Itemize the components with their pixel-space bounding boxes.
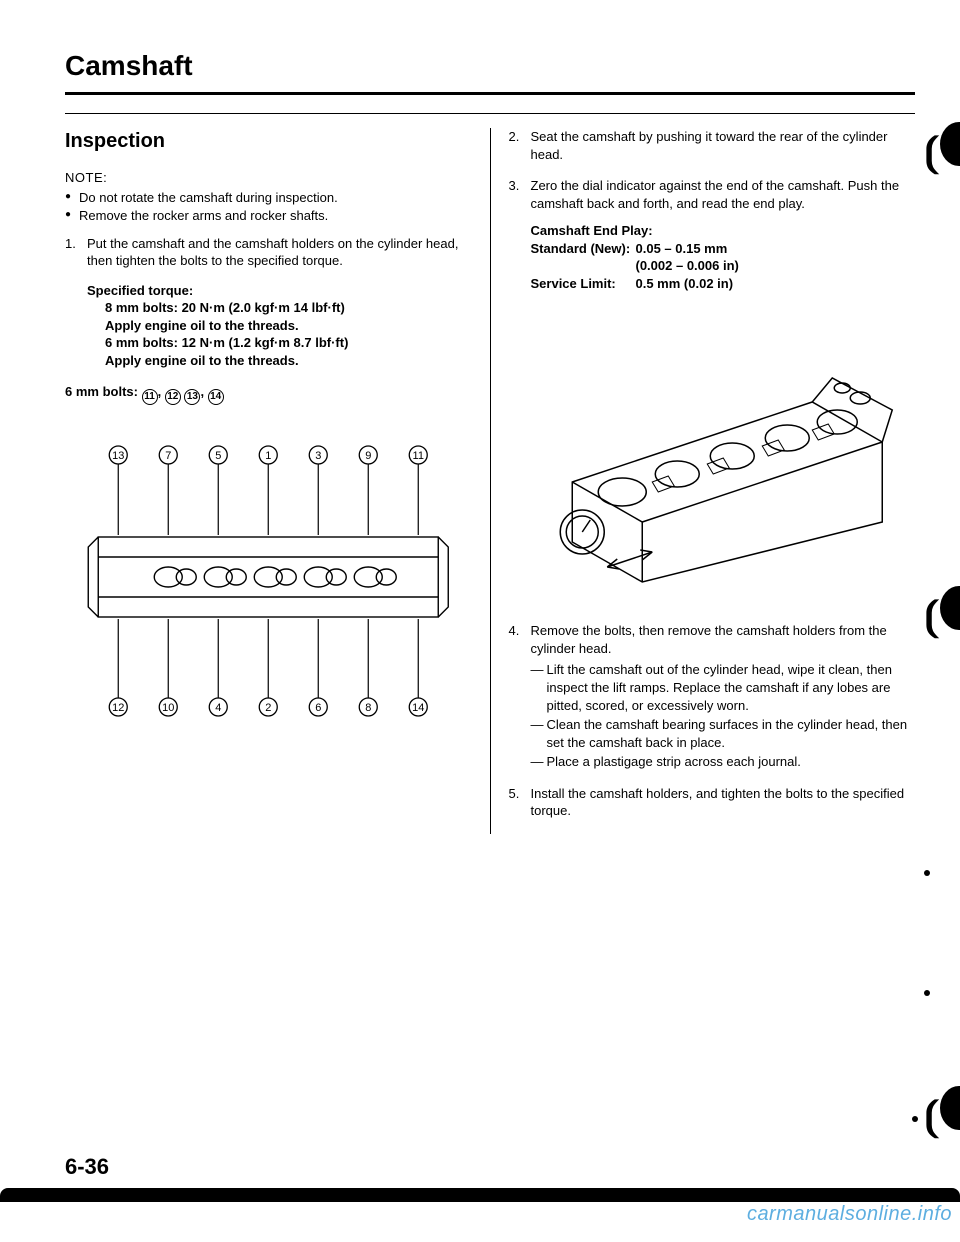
- step-text: Zero the dial indicator against the end …: [531, 178, 900, 211]
- section-heading: Inspection: [65, 128, 472, 155]
- play-standard-in: (0.002 – 0.006 in): [531, 257, 916, 275]
- rule-top: [65, 92, 915, 95]
- step-number: 1.: [65, 235, 76, 253]
- step-text: Remove the bolts, then remove the camsha…: [531, 623, 887, 656]
- edge-paren-icon: ⟮: [923, 128, 939, 175]
- step-text: Install the camshaft holders, and tighte…: [531, 786, 905, 819]
- bottom-edge-bar: [0, 1188, 960, 1202]
- end-play-spec: Camshaft End Play: Standard (New):0.05 –…: [531, 222, 916, 292]
- step-number: 2.: [509, 128, 520, 146]
- torque-line: Apply engine oil to the threads.: [87, 352, 472, 370]
- steps-left: 1. Put the camshaft and the camshaft hol…: [65, 235, 472, 370]
- play-standard: Standard (New):0.05 – 0.15 mm: [531, 240, 916, 258]
- svg-text:11: 11: [413, 450, 424, 462]
- torque-spec: Specified torque: 8 mm bolts: 20 N·m (2.…: [87, 282, 472, 370]
- step-5: 5. Install the camshaft holders, and tig…: [509, 785, 916, 820]
- svg-text:13: 13: [112, 450, 124, 462]
- play-head: Camshaft End Play:: [531, 222, 916, 240]
- steps-right: 2. Seat the camshaft by pushing it towar…: [509, 128, 916, 292]
- svg-text:7: 7: [165, 450, 171, 462]
- play-limit: Service Limit:0.5 mm (0.02 in): [531, 275, 916, 293]
- two-column-layout: Inspection NOTE: Do not rotate the camsh…: [65, 128, 915, 834]
- edge-dot-icon: [924, 870, 930, 876]
- step-number: 3.: [509, 177, 520, 195]
- steps-right-2: 4. Remove the bolts, then remove the cam…: [509, 622, 916, 819]
- note-item: Remove the rocker arms and rocker shafts…: [65, 207, 472, 225]
- svg-text:2: 2: [265, 702, 271, 714]
- page-title: Camshaft: [65, 50, 915, 82]
- step-4: 4. Remove the bolts, then remove the cam…: [509, 622, 916, 770]
- rule-sub: [65, 113, 915, 114]
- step-3: 3. Zero the dial indicator against the e…: [509, 177, 916, 292]
- svg-text:12: 12: [112, 702, 124, 714]
- edge-tab-icon: [940, 1086, 960, 1130]
- cylinder-head-diagram: 137513911 1: [65, 427, 472, 727]
- left-column: Inspection NOTE: Do not rotate the camsh…: [65, 128, 491, 834]
- step-1: 1. Put the camshaft and the camshaft hol…: [65, 235, 472, 370]
- page-number: 6-36: [65, 1154, 109, 1180]
- svg-text:8: 8: [365, 702, 371, 714]
- bolt-id-circle: 12: [165, 389, 181, 405]
- bolt-id-circle: 13: [184, 389, 200, 405]
- torque-line: 6 mm bolts: 12 N·m (1.2 kgf·m 8.7 lbf·ft…: [87, 334, 472, 352]
- svg-text:6: 6: [315, 702, 321, 714]
- note-list: Do not rotate the camshaft during inspec…: [65, 189, 472, 225]
- torque-line: 8 mm bolts: 20 N·m (2.0 kgf·m 14 lbf·ft): [87, 299, 472, 317]
- sub-item: Place a plastigage strip across each jou…: [531, 753, 916, 771]
- step4-sublist: Lift the camshaft out of the cylinder he…: [531, 661, 916, 770]
- svg-text:4: 4: [215, 702, 221, 714]
- edge-dot-icon: [924, 990, 930, 996]
- step-number: 4.: [509, 622, 520, 640]
- page-content: Camshaft Inspection NOTE: Do not rotate …: [0, 0, 960, 834]
- step-2: 2. Seat the camshaft by pushing it towar…: [509, 128, 916, 163]
- step-text: Put the camshaft and the camshaft holder…: [87, 236, 458, 269]
- svg-text:10: 10: [162, 702, 174, 714]
- right-column: 2. Seat the camshaft by pushing it towar…: [491, 128, 916, 834]
- svg-text:5: 5: [215, 450, 221, 462]
- step-number: 5.: [509, 785, 520, 803]
- svg-text:3: 3: [315, 450, 321, 462]
- svg-text:14: 14: [412, 702, 424, 714]
- watermark-text: carmanualsonline.info: [747, 1203, 952, 1226]
- bolt-id-circle: 11: [142, 389, 158, 405]
- camshaft-illustration: [509, 332, 916, 592]
- sub-item: Lift the camshaft out of the cylinder he…: [531, 661, 916, 714]
- sub-item: Clean the camshaft bearing surfaces in t…: [531, 716, 916, 751]
- torque-head: Specified torque:: [87, 282, 472, 300]
- torque-line: Apply engine oil to the threads.: [87, 317, 472, 335]
- edge-dot-icon: [912, 1116, 918, 1122]
- edge-paren-icon: ⟮: [923, 592, 939, 639]
- note-label: NOTE:: [65, 169, 472, 187]
- svg-text:9: 9: [365, 450, 371, 462]
- svg-text:1: 1: [265, 450, 271, 462]
- edge-paren-icon: ⟮: [923, 1092, 939, 1139]
- bolts-6mm-line: 6 mm bolts: 11, 12 13, 14: [65, 383, 472, 405]
- step-text: Seat the camshaft by pushing it toward t…: [531, 129, 888, 162]
- note-item: Do not rotate the camshaft during inspec…: [65, 189, 472, 207]
- bolt-id-circle: 14: [208, 389, 224, 405]
